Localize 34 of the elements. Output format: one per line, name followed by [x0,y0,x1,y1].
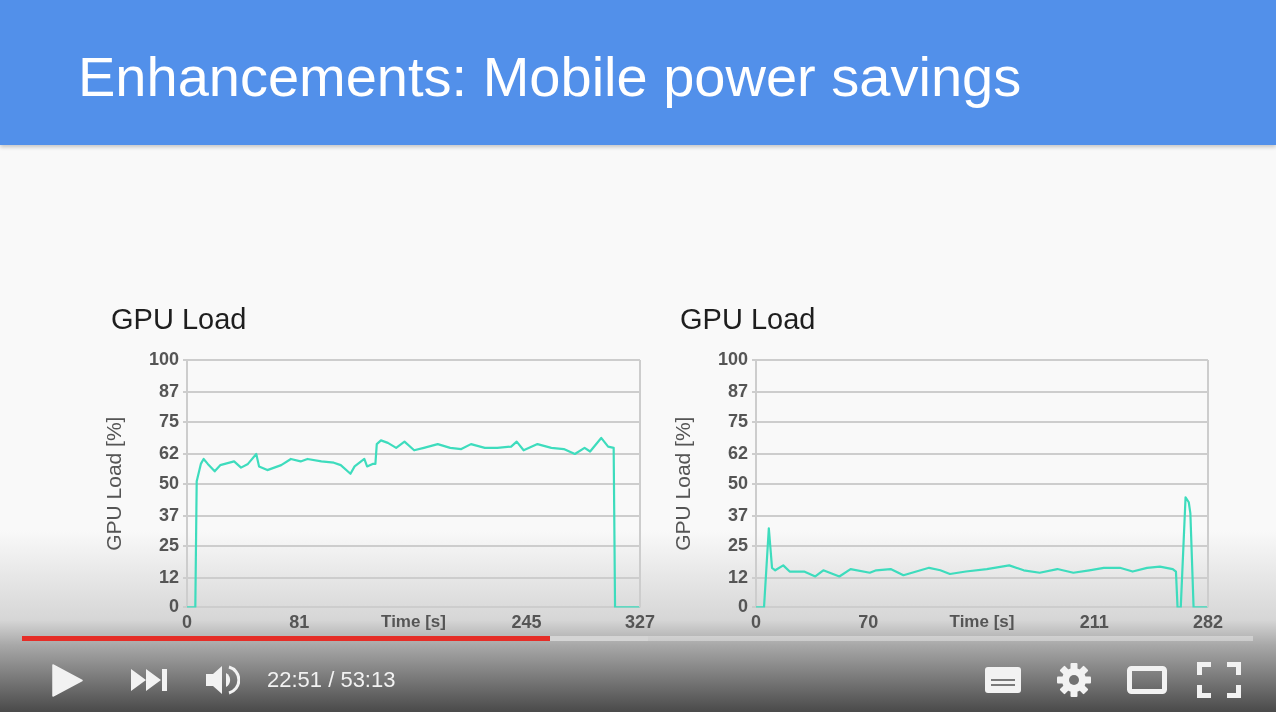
y-tick-label: 25 [727,534,748,555]
y-tick-label: 12 [158,566,179,587]
chart-title: GPU Load [680,303,816,335]
x-tick-label: 282 [1192,612,1224,633]
y-tick-label: 37 [158,504,179,525]
x-tick-label: 211 [1079,612,1109,633]
y-tick-label: 100 [717,348,748,369]
x-tick-label: 0 [181,612,193,633]
y-axis-title: GPU Load [%] [102,416,126,551]
y-tick-label: 75 [158,410,179,431]
y-tick-label: 100 [148,348,179,369]
y-tick-label: 75 [727,410,748,431]
x-axis-title: Time [s] [949,612,1015,632]
y-tick-label: 0 [737,596,748,617]
chart-title: GPU Load [111,303,247,335]
y-tick-label: 50 [727,472,748,493]
y-tick-label: 25 [158,534,179,555]
y-tick-label: 0 [168,596,179,617]
x-tick-label: 245 [511,612,542,633]
y-tick-label: 37 [727,504,748,525]
text: Enhancements: Mobile power savings [78,45,1022,109]
y-tick-label: 62 [727,442,748,463]
y-tick-label: 50 [158,472,179,493]
x-tick-label: 0 [750,612,762,633]
x-tick-label: 327 [624,612,656,633]
x-axis-title: Time [s] [381,612,446,632]
x-tick-label: 70 [858,612,879,633]
y-tick-label: 87 [727,381,748,402]
text: 22:51 / 53:13 [267,666,396,694]
y-tick-label: 62 [158,442,179,463]
y-axis-title: GPU Load [%] [671,416,695,551]
x-tick-label: 81 [289,612,310,633]
y-tick-label: 12 [727,566,748,587]
y-tick-label: 87 [158,381,179,402]
